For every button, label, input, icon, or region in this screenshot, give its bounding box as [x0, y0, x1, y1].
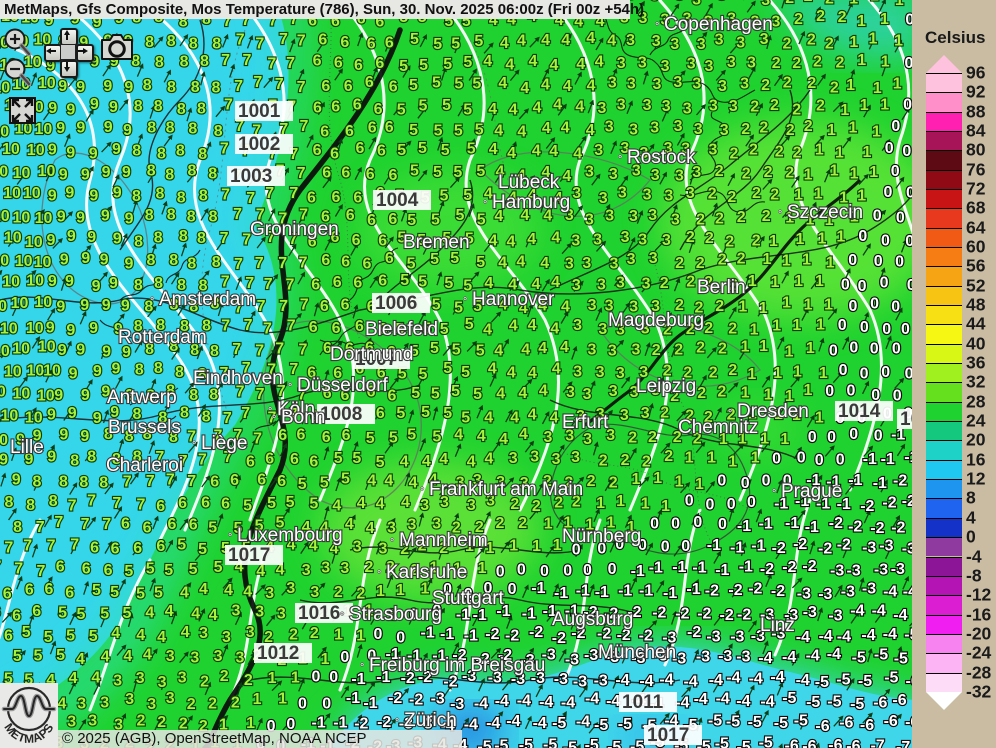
- svg-text:Eindhoven: Eindhoven: [193, 368, 283, 389]
- svg-text:Groningen: Groningen: [250, 219, 339, 240]
- svg-text:Bonn: Bonn: [281, 407, 325, 428]
- svg-text:°: °: [228, 532, 232, 544]
- svg-text:Rotterdam: Rotterdam: [118, 327, 207, 348]
- svg-text:°: °: [420, 486, 424, 498]
- svg-text:°: °: [463, 296, 467, 308]
- svg-text:Chemnitz: Chemnitz: [678, 417, 758, 438]
- svg-text:Nürnberg: Nürnberg: [562, 526, 641, 547]
- svg-text:Antwerp: Antwerp: [107, 387, 177, 408]
- svg-text:Luxembourg: Luxembourg: [237, 525, 343, 546]
- svg-text:Hamburg: Hamburg: [492, 192, 570, 213]
- svg-text:°: °: [340, 611, 344, 623]
- svg-text:°: °: [360, 662, 364, 674]
- svg-text:°: °: [377, 569, 381, 581]
- svg-text:°: °: [390, 537, 394, 549]
- svg-text:Bremen: Bremen: [403, 232, 470, 253]
- svg-text:°: °: [192, 440, 196, 452]
- svg-text:°: °: [395, 717, 399, 729]
- svg-text:Düsseldorf: Düsseldorf: [297, 375, 389, 396]
- svg-text:Lübeck: Lübeck: [498, 172, 560, 193]
- svg-text:Zürich: Zürich: [404, 710, 457, 731]
- svg-text:Stuttgart: Stuttgart: [432, 588, 505, 609]
- svg-text:°: °: [150, 296, 154, 308]
- svg-text:Frankfurt am Main: Frankfurt am Main: [429, 479, 583, 500]
- svg-text:Lille: Lille: [10, 437, 44, 458]
- svg-text:Leipzig: Leipzig: [636, 376, 696, 397]
- svg-text:Dortmund: Dortmund: [330, 344, 413, 365]
- svg-text:°: °: [772, 488, 776, 500]
- svg-text:°: °: [288, 382, 292, 394]
- svg-text:Augsburg: Augsburg: [552, 609, 633, 630]
- svg-text:Karlsruhe: Karlsruhe: [386, 562, 467, 583]
- svg-text:°: °: [272, 414, 276, 426]
- svg-text:°: °: [618, 154, 622, 166]
- svg-text:Freiburg im Breisgau: Freiburg im Breisgau: [369, 655, 545, 676]
- svg-text:Mannheim: Mannheim: [399, 530, 488, 551]
- svg-text:München: München: [598, 642, 676, 663]
- svg-text:Bielefeld: Bielefeld: [365, 319, 438, 340]
- svg-text:Magdeburg: Magdeburg: [608, 310, 704, 331]
- svg-text:°: °: [483, 199, 487, 211]
- svg-text:°: °: [778, 209, 782, 221]
- svg-text:Szczecin: Szczecin: [787, 202, 863, 223]
- svg-text:Linz: Linz: [760, 615, 795, 636]
- svg-text:Brussels: Brussels: [108, 417, 181, 438]
- svg-text:Charleroi: Charleroi: [106, 455, 183, 476]
- svg-text:Rostock: Rostock: [627, 147, 696, 168]
- svg-text:Hannover: Hannover: [472, 289, 555, 310]
- svg-text:METMAPS: METMAPS: [1, 721, 56, 746]
- svg-text:Strasbourg: Strasbourg: [349, 604, 442, 625]
- svg-text:Prague: Prague: [781, 481, 842, 502]
- svg-text:Berlin: Berlin: [697, 277, 746, 298]
- svg-text:Amsterdam: Amsterdam: [159, 289, 256, 310]
- svg-text:Erfurt: Erfurt: [562, 412, 609, 433]
- svg-text:Liège: Liège: [201, 433, 248, 454]
